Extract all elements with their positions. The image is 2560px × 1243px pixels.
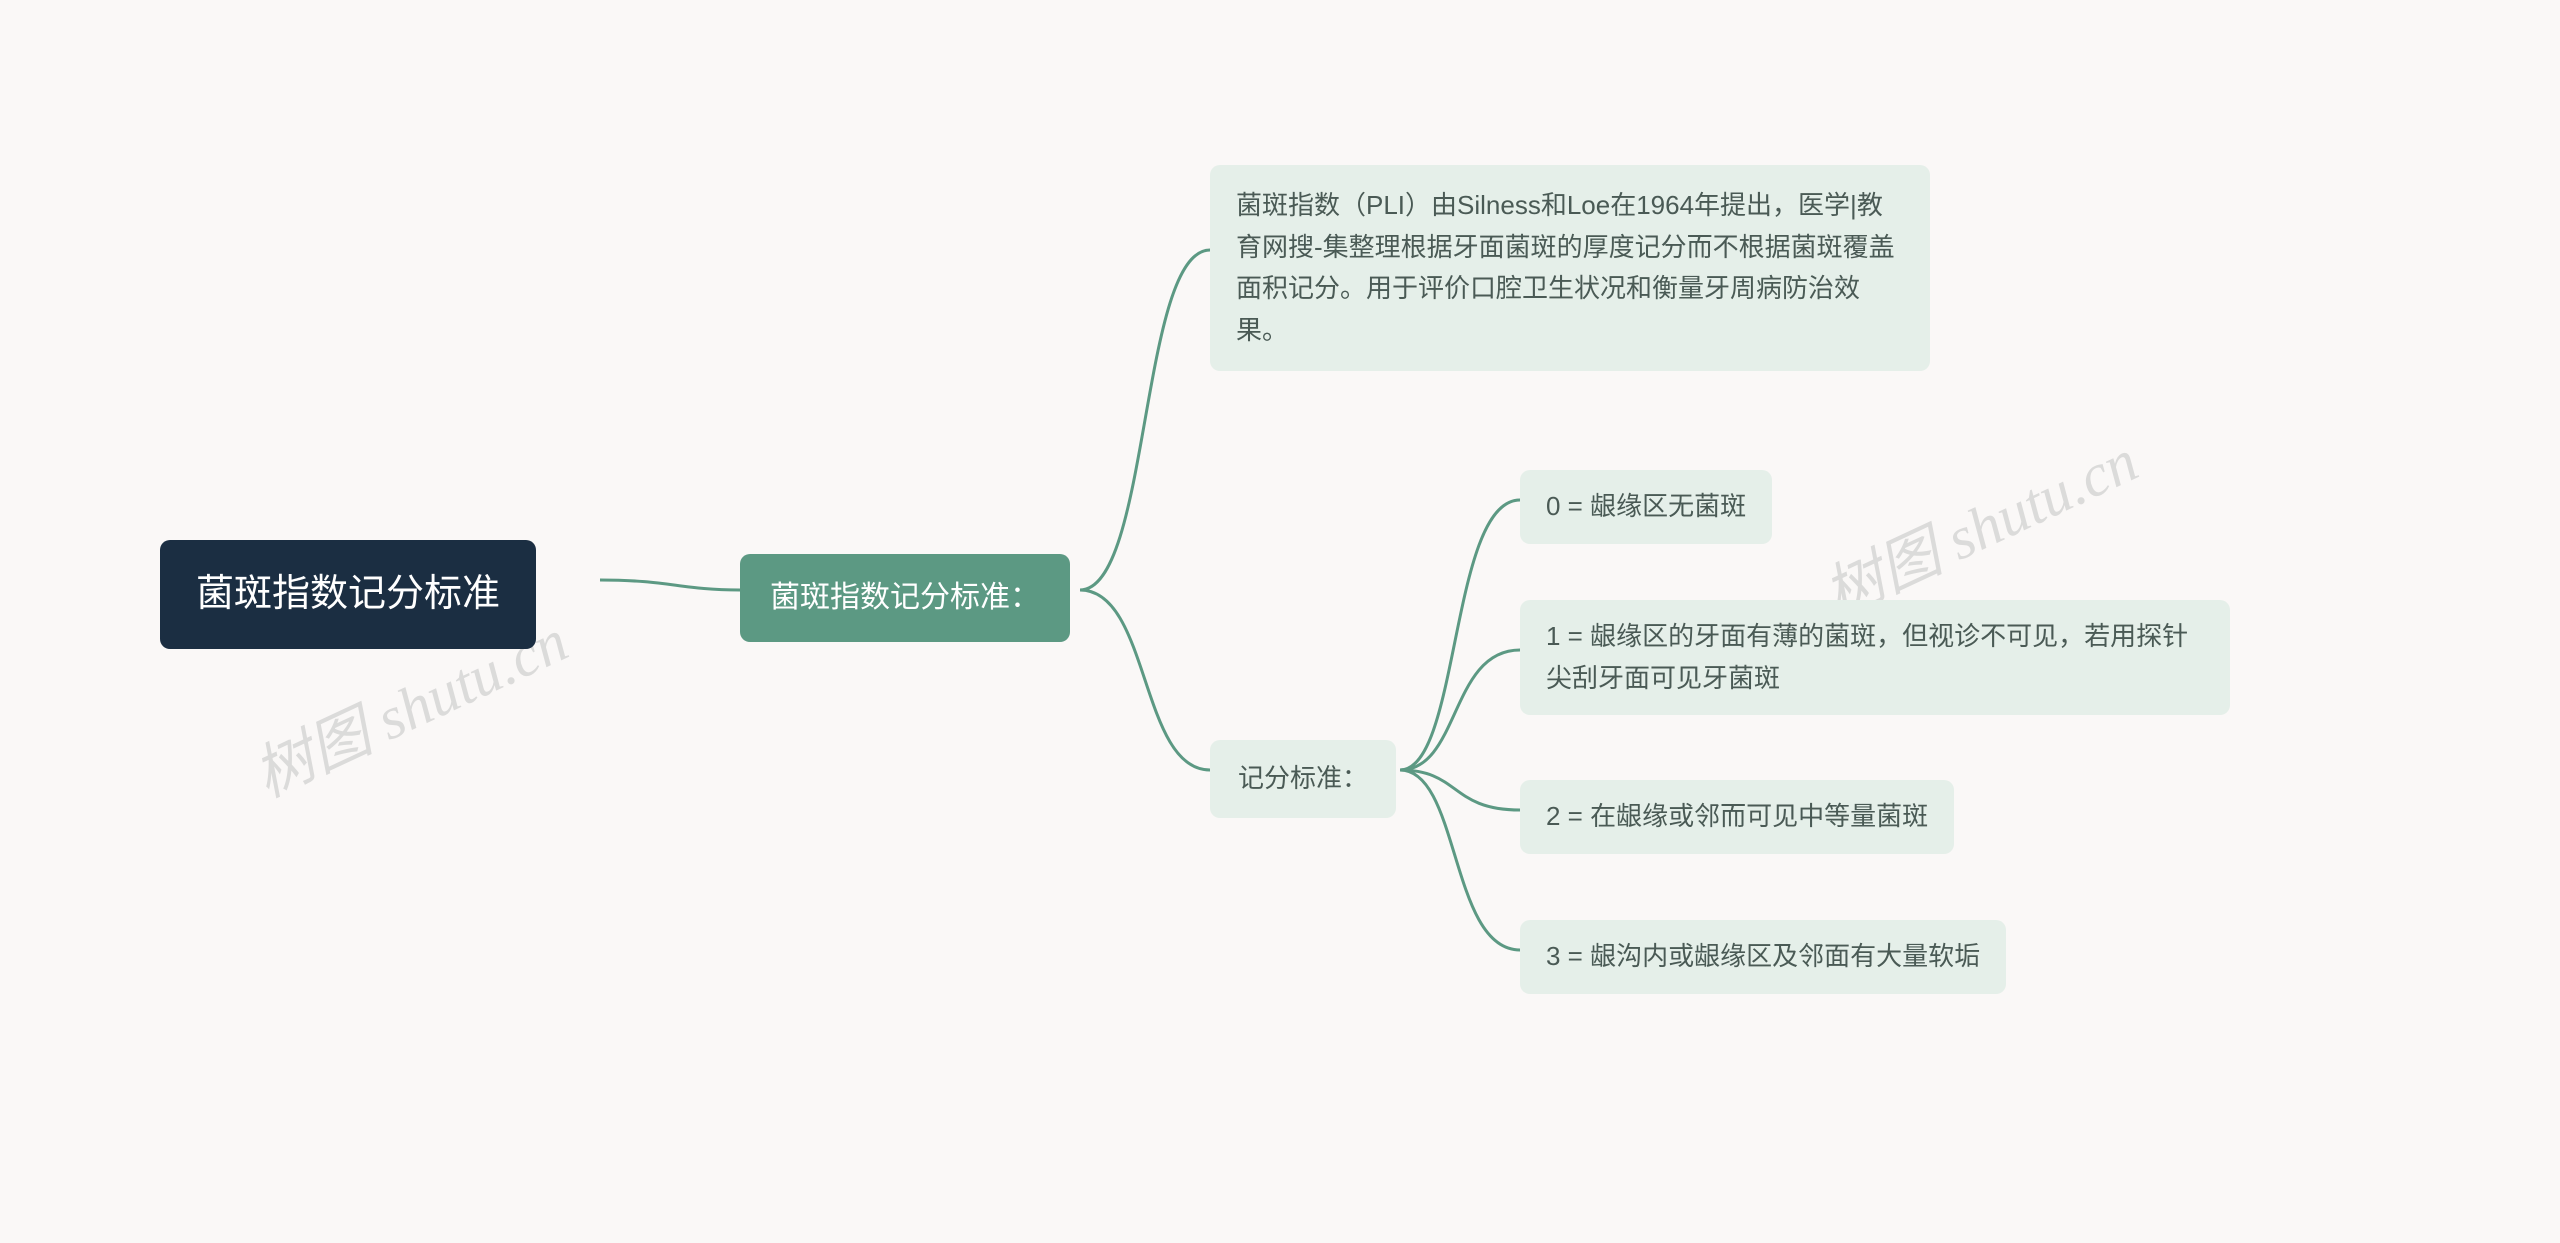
score-0-text: 0 = 龈缘区无菌斑: [1546, 486, 1746, 528]
description-text: 菌斑指数（PLI）由Silness和Loe在1964年提出，医学|教育网搜-集整…: [1236, 185, 1904, 351]
level1-node: 菌斑指数记分标准：: [740, 554, 1070, 642]
score-label-text: 记分标准：: [1238, 758, 1368, 800]
score-1-node: 1 = 龈缘区的牙面有薄的菌斑，但视诊不可见，若用探针尖刮牙面可见牙菌斑: [1520, 600, 2230, 715]
root-node: 菌斑指数记分标准: [160, 540, 536, 649]
score-3-node: 3 = 龈沟内或龈缘区及邻面有大量软垢: [1520, 920, 2006, 994]
score-label-node: 记分标准：: [1210, 740, 1396, 818]
score-2-node: 2 = 在龈缘或邻而可见中等量菌斑: [1520, 780, 1954, 854]
mindmap-container: 树图 shutu.cn 树图 shutu.cn 菌斑指数记分标准 菌斑指数记分标…: [0, 0, 2560, 1243]
score-1-text: 1 = 龈缘区的牙面有薄的菌斑，但视诊不可见，若用探针尖刮牙面可见牙菌斑: [1546, 616, 2204, 699]
score-0-node: 0 = 龈缘区无菌斑: [1520, 470, 1772, 544]
root-node-text: 菌斑指数记分标准: [196, 564, 500, 625]
level1-node-text: 菌斑指数记分标准：: [770, 574, 1040, 622]
score-2-text: 2 = 在龈缘或邻而可见中等量菌斑: [1546, 796, 1928, 838]
description-node: 菌斑指数（PLI）由Silness和Loe在1964年提出，医学|教育网搜-集整…: [1210, 165, 1930, 371]
score-3-text: 3 = 龈沟内或龈缘区及邻面有大量软垢: [1546, 936, 1980, 978]
